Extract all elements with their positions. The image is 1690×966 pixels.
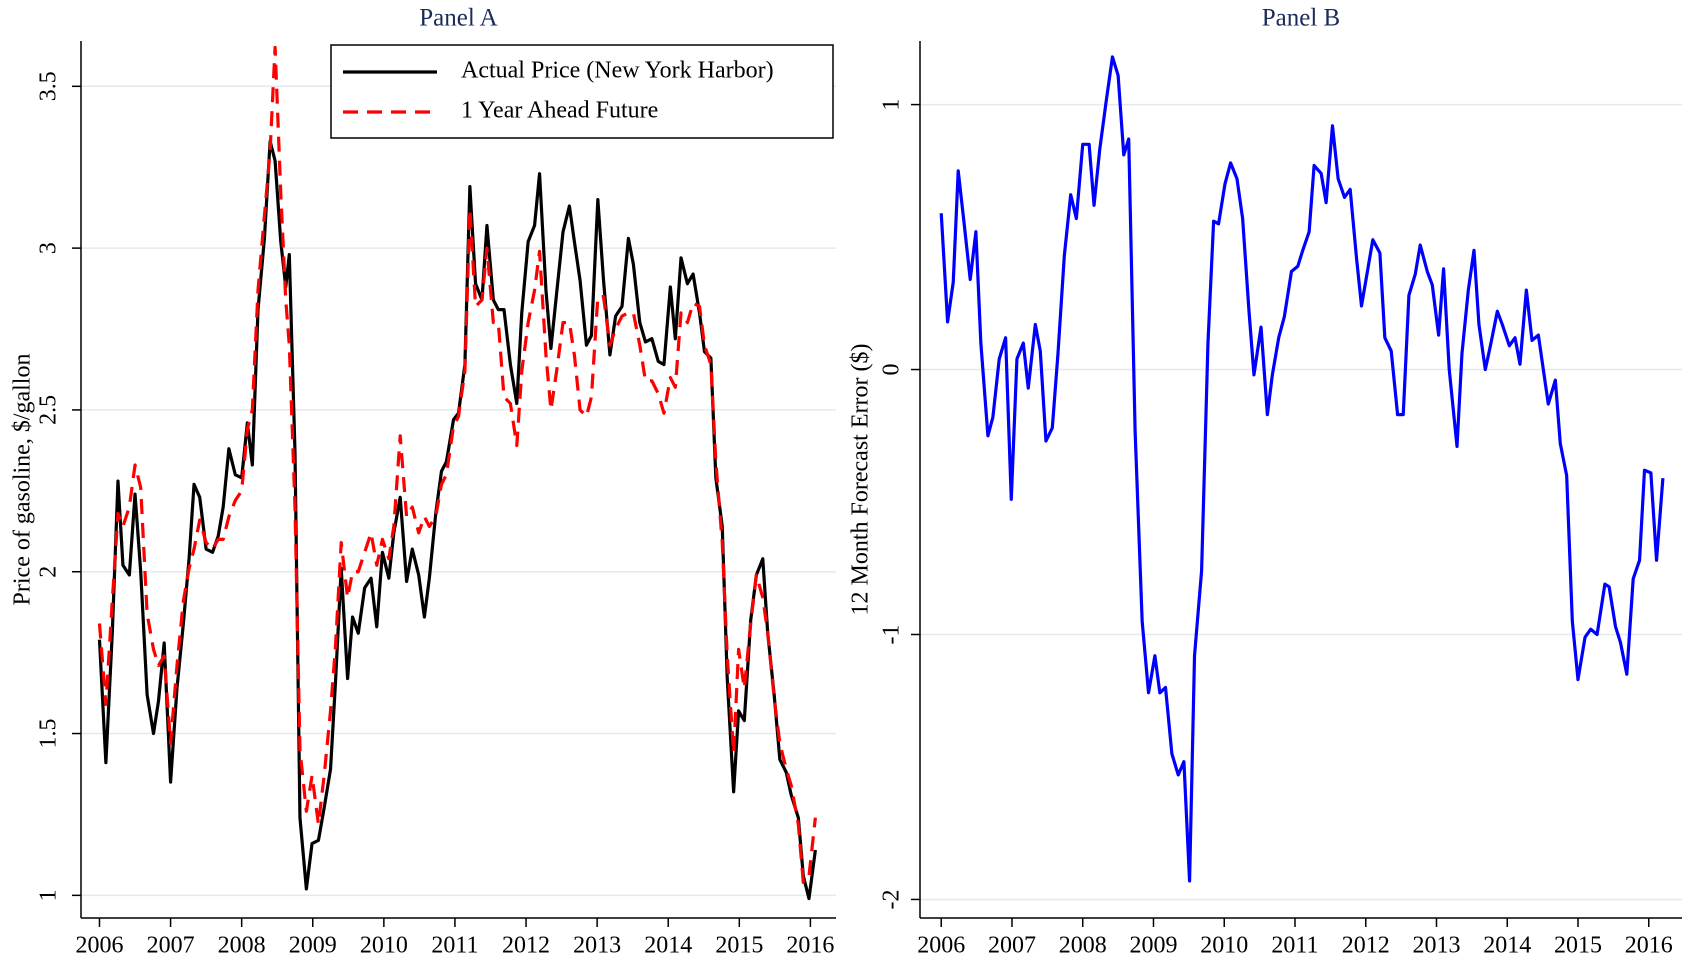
y-tick-label: -2 bbox=[879, 889, 905, 909]
x-tick-label: 2013 bbox=[573, 933, 621, 959]
x-tick-label: 2006 bbox=[917, 933, 965, 959]
legend-label: 1 Year Ahead Future bbox=[461, 98, 658, 124]
y-tick-label: -1 bbox=[879, 624, 905, 644]
x-tick-label: 2009 bbox=[289, 933, 337, 959]
data-line bbox=[939, 55, 1665, 883]
x-tick-label: 2008 bbox=[1059, 933, 1107, 959]
x-tick-label: 2007 bbox=[147, 933, 195, 959]
y-tick-label: 0 bbox=[879, 364, 905, 376]
panel-title: Panel B bbox=[1262, 5, 1340, 32]
y-tick-label: 1.5 bbox=[36, 719, 62, 749]
x-tick-label: 2012 bbox=[1342, 933, 1390, 959]
x-tick-label: 2016 bbox=[1625, 933, 1673, 959]
x-tick-label: 2010 bbox=[360, 933, 408, 959]
y-tick-label: 2.5 bbox=[36, 395, 62, 425]
y-tick-label: 3.5 bbox=[36, 71, 62, 101]
x-tick-label: 2014 bbox=[1483, 933, 1531, 959]
x-tick-label: 2008 bbox=[218, 933, 266, 959]
y-tick-label: 1 bbox=[36, 889, 62, 901]
panel-title: Panel A bbox=[419, 5, 497, 32]
y-axis-label: Price of gasoline, $/gallon bbox=[10, 354, 36, 606]
y-axis-label: 12 Month Forecast Error ($) bbox=[848, 344, 874, 616]
legend: Actual Price (New York Harbor) 1 Year Ahe… bbox=[330, 44, 834, 139]
y-tick-label: 1 bbox=[879, 99, 905, 111]
panel: Panel A Price of gasoline, $/gallon 1 1.5 2 2… bbox=[10, 5, 836, 959]
x-tick-label: 2012 bbox=[502, 933, 550, 959]
x-tick-label: 2011 bbox=[1271, 933, 1318, 959]
x-tick-label: 2014 bbox=[644, 933, 692, 959]
x-tick-label: 2010 bbox=[1200, 933, 1248, 959]
legend-box bbox=[330, 44, 834, 139]
x-tick-label: 2015 bbox=[715, 933, 763, 959]
x-tick-label: 2013 bbox=[1412, 933, 1460, 959]
x-tick-label: 2011 bbox=[431, 933, 478, 959]
panel: Panel B 12 Month Forecast Error ($) 1 0 -1 -2… bbox=[848, 5, 1682, 959]
x-tick-label: 2007 bbox=[988, 933, 1036, 959]
data-line bbox=[97, 139, 817, 901]
x-tick-label: 2015 bbox=[1554, 933, 1602, 959]
x-tick-label: 2009 bbox=[1129, 933, 1177, 959]
y-tick-label: 3 bbox=[36, 242, 62, 254]
x-tick-label: 2006 bbox=[75, 933, 123, 959]
x-tick-label: 2016 bbox=[786, 933, 834, 959]
legend-label: Actual Price (New York Harbor) bbox=[461, 58, 774, 84]
y-tick-label: 2 bbox=[36, 566, 62, 578]
data-line bbox=[97, 45, 817, 884]
